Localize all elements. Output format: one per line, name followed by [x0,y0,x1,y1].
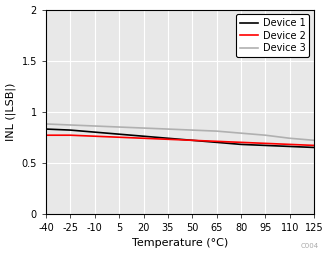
X-axis label: Temperature (°C): Temperature (°C) [132,239,228,248]
Device 3 [93,124,97,128]
Line: Device 1: Device 1 [46,129,314,148]
Device 2 [312,144,316,147]
Device 2 [264,142,267,145]
Device 3 [239,132,243,135]
Device 2 [239,141,243,144]
Device 3 [68,123,72,126]
Device 3 [215,130,218,133]
Device 1 [239,143,243,146]
Device 3 [117,125,121,129]
Device 2 [166,138,170,141]
Device 1 [288,145,292,148]
Device 1 [215,141,218,144]
Device 2 [141,137,145,140]
Device 2 [117,136,121,139]
Device 2 [190,139,194,142]
Device 3 [44,122,48,125]
Device 1 [68,129,72,132]
Legend: Device 1, Device 2, Device 3: Device 1, Device 2, Device 3 [236,14,309,57]
Device 2 [44,134,48,137]
Device 1 [312,146,316,149]
Device 2 [93,135,97,138]
Device 3 [166,128,170,131]
Device 1 [141,135,145,138]
Device 2 [215,140,218,143]
Text: C004: C004 [301,243,319,249]
Line: Device 2: Device 2 [46,135,314,146]
Line: Device 3: Device 3 [46,124,314,140]
Y-axis label: INL (|LSB|): INL (|LSB|) [6,83,16,141]
Device 1 [44,128,48,131]
Device 3 [264,134,267,137]
Device 2 [288,143,292,146]
Device 1 [190,139,194,142]
Device 1 [264,144,267,147]
Device 3 [190,129,194,132]
Device 1 [117,133,121,136]
Device 1 [166,137,170,140]
Device 3 [288,137,292,140]
Device 2 [68,134,72,137]
Device 1 [93,131,97,134]
Device 3 [312,139,316,142]
Device 3 [141,126,145,130]
